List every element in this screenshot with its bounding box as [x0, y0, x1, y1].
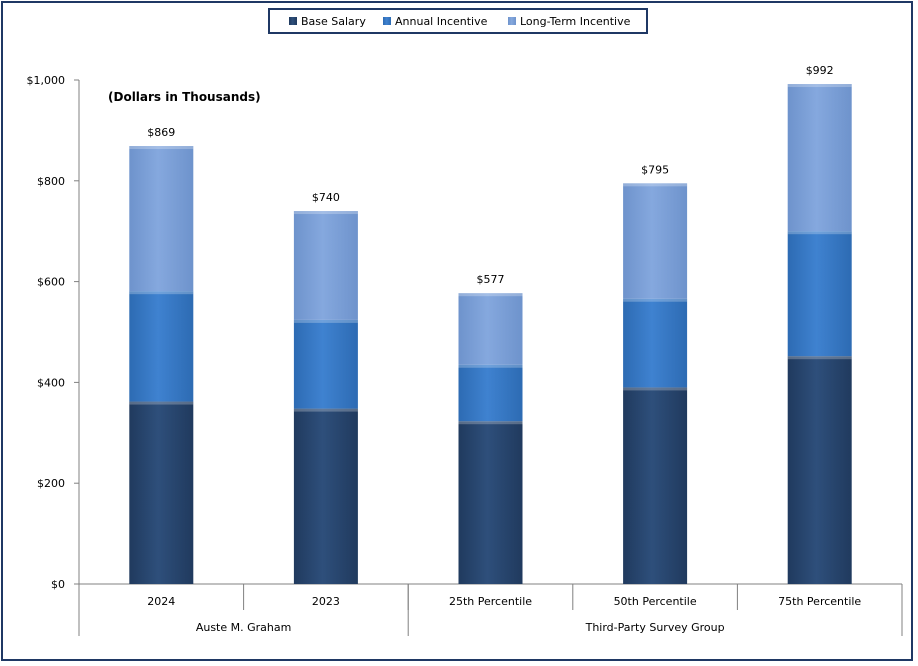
bar-segment-base-salary: [458, 421, 523, 584]
bar-segment-annual-incentive: [293, 319, 358, 409]
bar-segment-long-term-incentive: [293, 211, 358, 320]
legend-label-base-salary: Base Salary: [301, 15, 366, 28]
bar-segment-base-salary: [623, 387, 688, 584]
bar-segment-highlight: [293, 319, 358, 323]
bar-segment-highlight: [129, 146, 194, 150]
bar-segment-highlight: [458, 364, 523, 368]
bar-segment-highlight: [623, 183, 688, 187]
bar-segment-annual-incentive: [458, 364, 523, 422]
x-axis-categories: 2024 2023 25th Percentile 50th Percentile 75…: [78, 584, 903, 636]
y-tick-label: $0: [51, 578, 65, 591]
legend-swatch-annual-incentive: [383, 17, 391, 25]
bar-segment-highlight: [293, 211, 358, 215]
y-tick-label: $200: [37, 477, 65, 490]
bar-segment-long-term-incentive: [458, 293, 523, 365]
bar-segment-highlight: [623, 387, 688, 391]
bar-total-label: $740: [312, 191, 340, 204]
x-category-label: 2024: [147, 595, 175, 608]
bar-segment-highlight: [458, 421, 523, 425]
legend-swatch-long-term-incentive: [508, 17, 516, 25]
bar-segment-long-term-incentive: [129, 146, 194, 292]
bar-segment-highlight: [787, 231, 852, 235]
x-group-label: Auste M. Graham: [196, 621, 292, 634]
x-category-label: 2023: [312, 595, 340, 608]
y-tick-label: $600: [37, 276, 65, 289]
y-tick-label: $1,000: [27, 74, 66, 87]
bar-segment-long-term-incentive: [787, 84, 852, 232]
y-ticks: $0 $200 $400 $600 $800 $1,000: [27, 74, 79, 591]
legend-swatch-base-salary: [289, 17, 297, 25]
y-tick-label: $400: [37, 376, 65, 389]
bar-segment-highlight: [787, 84, 852, 88]
legend-label-long-term-incentive: Long-Term Incentive: [520, 15, 631, 28]
x-category-label: 25th Percentile: [449, 595, 532, 608]
y-tick-label: $800: [37, 175, 65, 188]
bar-segment-annual-incentive: [129, 291, 194, 402]
x-group-label: Third-Party Survey Group: [585, 621, 725, 634]
legend: Base Salary Annual Incentive Long-Term I…: [268, 8, 648, 34]
bar-segment-highlight: [787, 356, 852, 360]
x-category-label: 50th Percentile: [614, 595, 697, 608]
bar-segment-base-salary: [293, 408, 358, 584]
bar-segment-highlight: [458, 293, 523, 297]
legend-label-annual-incentive: Annual Incentive: [395, 15, 488, 28]
bar-total-label: $869: [147, 126, 175, 139]
units-note: (Dollars in Thousands): [108, 90, 261, 104]
x-category-label: 75th Percentile: [778, 595, 861, 608]
bar-segment-base-salary: [129, 401, 194, 584]
bar-total-label: $795: [641, 163, 669, 176]
bar-segment-annual-incentive: [787, 231, 852, 357]
bar-segment-long-term-incentive: [623, 183, 688, 299]
bar-total-label: $577: [477, 273, 505, 286]
legend-box: [268, 8, 648, 34]
bar-segment-highlight: [293, 408, 358, 412]
bar-segment-annual-incentive: [623, 298, 688, 388]
bars: $869 $740 $577 $795 $992: [129, 64, 852, 584]
bar-total-label: $992: [806, 64, 834, 77]
bar-segment-highlight: [623, 298, 688, 302]
bar-segment-highlight: [129, 401, 194, 405]
bar-segment-highlight: [129, 291, 194, 295]
bar-segment-base-salary: [787, 356, 852, 584]
